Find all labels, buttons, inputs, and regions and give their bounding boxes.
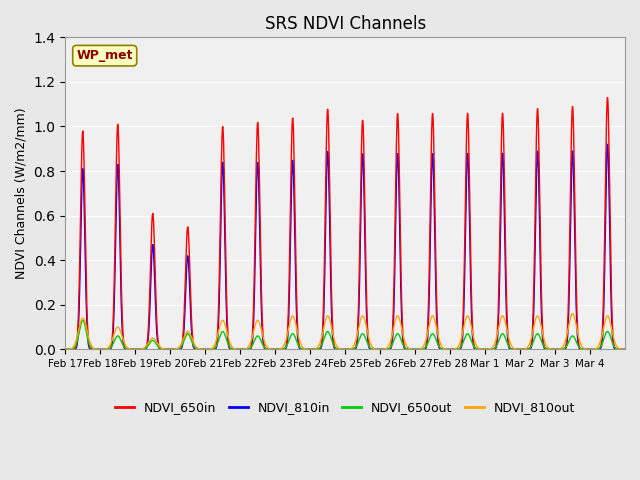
Text: WP_met: WP_met (76, 49, 133, 62)
Y-axis label: NDVI Channels (W/m2/mm): NDVI Channels (W/m2/mm) (15, 108, 28, 279)
Title: SRS NDVI Channels: SRS NDVI Channels (264, 15, 426, 33)
Legend: NDVI_650in, NDVI_810in, NDVI_650out, NDVI_810out: NDVI_650in, NDVI_810in, NDVI_650out, NDV… (110, 396, 580, 419)
